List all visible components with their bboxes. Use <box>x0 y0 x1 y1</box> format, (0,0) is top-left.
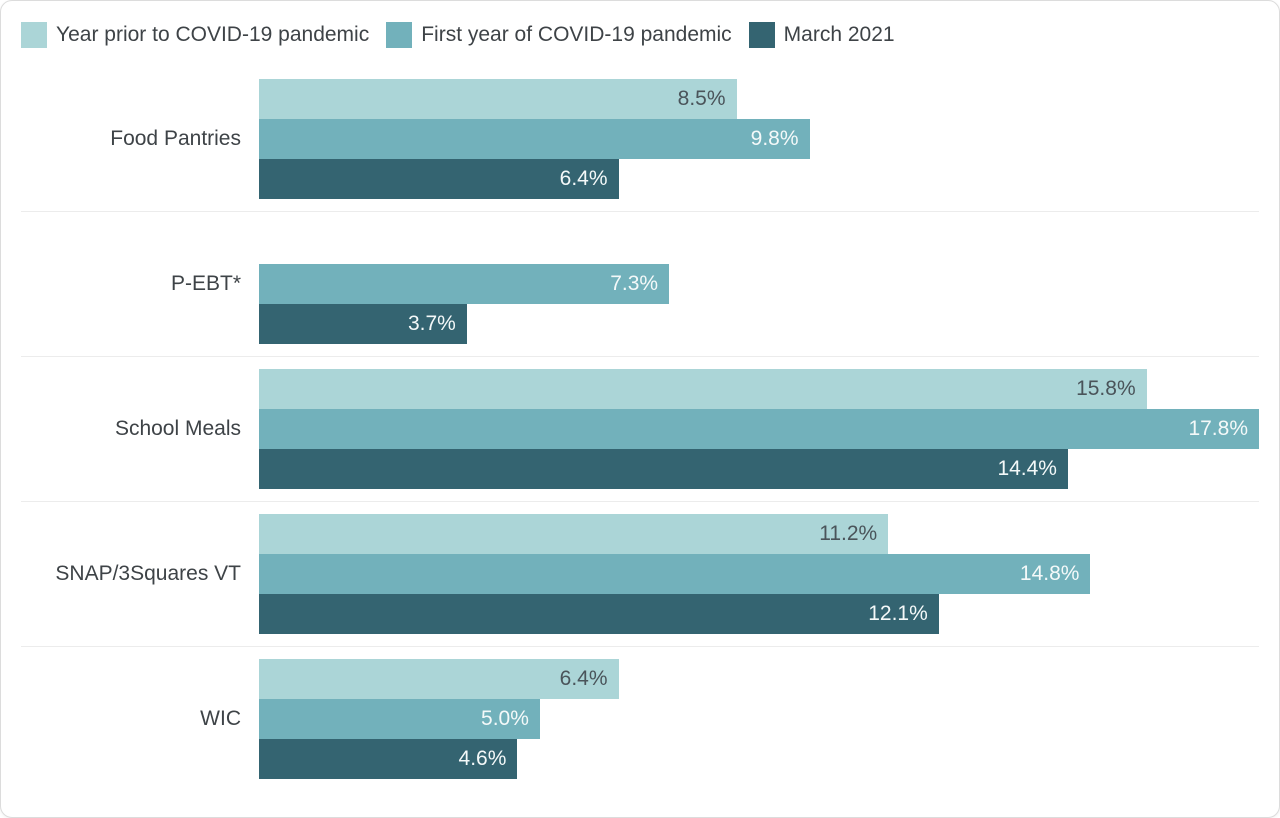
bar: 5.0% <box>259 699 540 739</box>
bar: 14.8% <box>259 554 1091 594</box>
chart-rows: Food Pantries 8.5% 9.8% 6.4% P-EBT* 7.3% 3.7% S… <box>21 66 1259 791</box>
bar-slot: 15.8% <box>259 369 1259 409</box>
category-label: WIC <box>200 707 241 730</box>
bar-value-label: 17.8% <box>1188 417 1248 440</box>
bar-value-label: 7.3% <box>610 272 659 295</box>
category-label: School Meals <box>114 417 241 440</box>
category-label: SNAP/3Squares VT <box>55 562 241 585</box>
bar: 3.7% <box>259 304 467 344</box>
bar-value-label: 11.2% <box>819 522 878 545</box>
chart-legend: Year prior to COVID-19 pandemic First ye… <box>1 1 1279 49</box>
bar: 11.2% <box>259 514 889 554</box>
bar-value-label: 6.4% <box>559 166 608 190</box>
legend-item-march-2021: March 2021 <box>748 22 895 48</box>
chart-row: School Meals 15.8% 17.8% 14.4% <box>21 356 1259 501</box>
legend-swatch-first-year-icon <box>386 22 413 48</box>
bar-group: 11.2% 14.8% 12.1% <box>259 514 1259 634</box>
legend-label-first-year: First year of COVID-19 pandemic <box>421 23 732 46</box>
bar-slot <box>259 224 1259 264</box>
bar: 8.5% <box>259 78 737 119</box>
bar: 12.1% <box>259 594 939 634</box>
bar-slot: 12.1% <box>259 594 1259 634</box>
bar-value-label: 15.8% <box>1076 377 1136 400</box>
category-label: Food Pantries <box>110 126 241 150</box>
bar-value-label: 5.0% <box>481 707 529 730</box>
bar-value-label: 9.8% <box>750 126 799 150</box>
bar: 17.8% <box>259 409 1259 449</box>
legend-label-march-2021: March 2021 <box>783 23 895 46</box>
bar-slot: 14.8% <box>259 554 1259 594</box>
bar: 6.4% <box>259 158 619 199</box>
bar-slot: 7.3% <box>259 264 1259 304</box>
bar-value-label: 3.7% <box>407 312 456 335</box>
bar: 6.4% <box>259 659 619 699</box>
legend-item-year-prior: Year prior to COVID-19 pandemic <box>21 22 369 48</box>
bar-value-label: 14.4% <box>997 457 1057 480</box>
legend-label-year-prior: Year prior to COVID-19 pandemic <box>56 23 370 46</box>
bar-value-label: 8.5% <box>677 86 726 110</box>
bar-slot: 4.6% <box>259 739 1259 779</box>
bar: 7.3% <box>259 264 670 304</box>
chart-row: Food Pantries 8.5% 9.8% 6.4% <box>21 66 1259 211</box>
legend-item-first-year: First year of COVID-19 pandemic <box>386 22 732 48</box>
chart-row: P-EBT* 7.3% 3.7% <box>21 211 1259 356</box>
bar-value-label: 4.6% <box>458 747 507 770</box>
bar: 14.4% <box>259 449 1068 489</box>
bar-slot: 8.5% <box>259 78 1259 119</box>
bar-slot: 6.4% <box>259 158 1259 199</box>
bar-slot: 9.8% <box>259 118 1259 159</box>
bar-slot: 5.0% <box>259 699 1259 739</box>
bar-slot: 3.7% <box>259 304 1259 344</box>
bar-slot: 17.8% <box>259 409 1259 449</box>
bar-group: 6.4% 5.0% 4.6% <box>259 659 1259 779</box>
bar-slot: 6.4% <box>259 659 1259 699</box>
bar-group: 8.5% 9.8% 6.4% <box>259 78 1259 199</box>
bar: 9.8% <box>259 118 810 159</box>
bar-group: 7.3% 3.7% <box>259 224 1259 344</box>
bar-value-label: 12.1% <box>868 602 928 625</box>
chart-row: SNAP/3Squares VT 11.2% 14.8% 12.1% <box>21 501 1259 646</box>
chart-row: WIC 6.4% 5.0% 4.6% <box>21 646 1259 791</box>
bar-slot: 14.4% <box>259 449 1259 489</box>
bar: 15.8% <box>259 369 1147 409</box>
bar-value-label: 6.4% <box>559 667 608 690</box>
bar-slot: 11.2% <box>259 514 1259 554</box>
category-label: P-EBT* <box>170 272 241 295</box>
bar: 4.6% <box>259 739 518 779</box>
legend-swatch-march-2021-icon <box>748 22 775 48</box>
legend-swatch-year-prior-icon <box>21 22 47 48</box>
bar-group: 15.8% 17.8% 14.4% <box>259 369 1259 489</box>
bar-value-label: 14.8% <box>1019 562 1080 585</box>
